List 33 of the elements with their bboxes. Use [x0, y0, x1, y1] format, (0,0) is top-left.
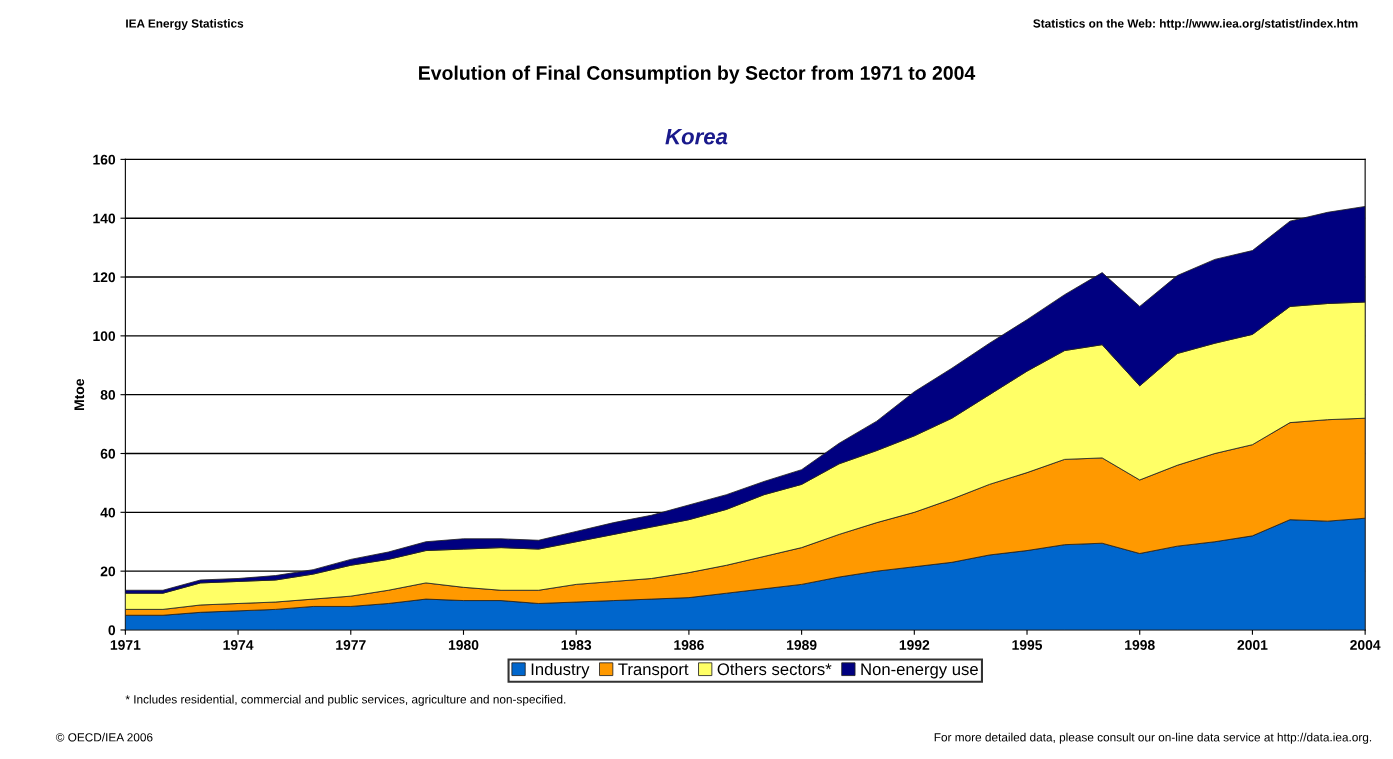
- y-tick-label: 60: [100, 448, 116, 459]
- text: IEA Energy Statistics: [126, 18, 244, 31]
- x-tick-label: 1980: [448, 640, 479, 650]
- x-tick-label: 2001: [1237, 640, 1268, 650]
- x-tick-label: 1998: [1125, 640, 1155, 650]
- text: Statistics on the Web: http://www.iea.org/statist/index.htm: [1033, 18, 1358, 31]
- x-tick-label: 1971: [110, 640, 141, 650]
- y-tick-label: 100: [93, 331, 116, 342]
- legend-label: Transport: [618, 663, 689, 679]
- y-tick-label: 160: [93, 154, 116, 165]
- x-tick-label: 1974: [223, 640, 254, 650]
- y-tick-label: 80: [100, 390, 116, 400]
- x-tick-label: 2004: [1350, 640, 1381, 650]
- x-tick-label: 1983: [561, 640, 592, 650]
- x-tick-label: 1977: [336, 640, 366, 650]
- text: © OECD/IEA 2006: [55, 732, 153, 742]
- x-tick-label: 1992: [899, 640, 930, 650]
- legend-label: Industry: [531, 662, 590, 679]
- chart-subtitle: Korea: [665, 128, 728, 145]
- legend-label: Non-energy use: [861, 663, 978, 679]
- y-axis-title: Mtoe: [74, 378, 85, 410]
- y-tick-label: 120: [93, 272, 116, 283]
- chart-title: Evolution of Final Consumption by Sector from 1971 to 2004: [419, 65, 976, 84]
- legend-label: Others sectors*: [717, 662, 832, 676]
- text: * Includes residential, commercial and public services, agriculture and non-specified.: [125, 694, 566, 706]
- x-tick-label: 1989: [787, 640, 817, 650]
- y-tick-label: 40: [100, 507, 116, 518]
- text: For more detailed data, please consult our on-line data service at http://data.iea.org.: [934, 732, 1372, 744]
- x-tick-label: 1995: [1012, 640, 1043, 650]
- x-tick-label: 1986: [674, 640, 704, 650]
- y-tick-label: 0: [108, 625, 116, 636]
- y-tick-label: 140: [93, 213, 116, 224]
- y-tick-label: 20: [100, 566, 116, 577]
